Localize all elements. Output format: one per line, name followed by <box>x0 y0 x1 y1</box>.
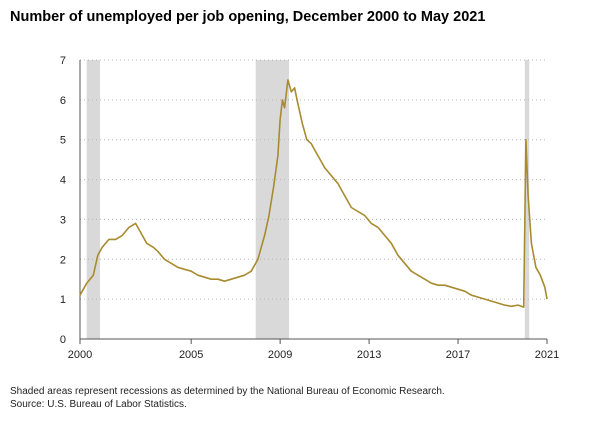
x-tick-label-2000: 2000 <box>68 349 92 361</box>
x-tick-label-2009: 2009 <box>268 349 292 361</box>
y-axis: 0 1 2 3 4 5 6 7 <box>60 55 81 346</box>
footnote: Shaded areas represent recessions as det… <box>10 386 445 397</box>
gridlines <box>80 59 547 300</box>
chart-title: Number of unemployed per job opening, De… <box>10 9 486 25</box>
source-note: Source: U.S. Bureau of Labor Statistics. <box>10 399 187 410</box>
series-line-1 <box>79 79 548 308</box>
y-tick-label-1: 1 <box>60 294 66 306</box>
x-tick-label-2017: 2017 <box>446 349 470 361</box>
y-tick-label-2: 2 <box>60 254 66 266</box>
x-tick-label-2013: 2013 <box>357 349 381 361</box>
x-axis: 2000 2005 2009 2013 2017 2021 <box>68 338 559 361</box>
recession-band-3 <box>524 60 530 339</box>
data-series <box>79 79 548 308</box>
y-tick-label-3: 3 <box>60 214 66 226</box>
y-tick-label-7: 7 <box>60 55 66 67</box>
x-tick-label-2021: 2021 <box>535 349 559 361</box>
y-tick-label-5: 5 <box>60 135 66 147</box>
recession-band-1 <box>86 60 101 339</box>
recession-shading <box>86 60 530 339</box>
y-tick-label-0: 0 <box>60 334 66 346</box>
x-tick-label-2005: 2005 <box>179 349 203 361</box>
y-tick-label-6: 6 <box>60 95 66 107</box>
y-tick-label-4: 4 <box>60 175 66 187</box>
